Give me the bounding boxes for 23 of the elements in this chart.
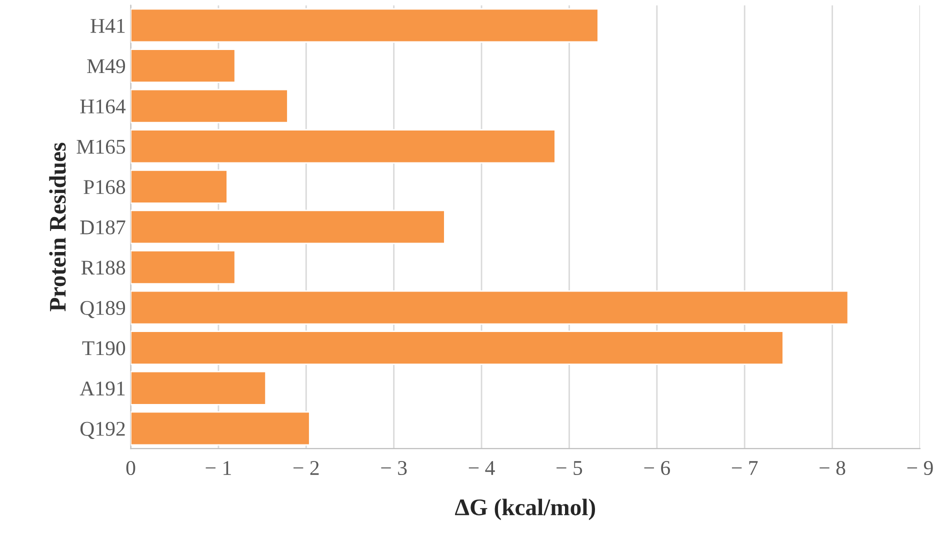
x-tick-label: − 8 (820, 460, 846, 476)
x-tick-label: − 9 (907, 461, 933, 476)
y-tick-label: M49 (87, 59, 126, 74)
x-tick-label: − 6 (644, 461, 670, 476)
y-tick-label: D187 (80, 220, 126, 234)
x-tick-label: − 1 (206, 461, 231, 475)
y-tick-label: Q192 (80, 422, 125, 440)
y-tick-label: M165 (76, 140, 126, 154)
x-tick-label: − 4 (468, 461, 495, 475)
x-tick-label: − 2 (293, 461, 319, 475)
y-tick-label: Q189 (80, 300, 126, 318)
y-tick-label: H164 (80, 100, 126, 114)
x-tick-label: − 5 (556, 461, 582, 476)
x-tick-label: − 3 (381, 461, 407, 476)
x-tick-label: 0 (126, 460, 136, 476)
y-tick-label: T190 (82, 341, 126, 356)
x-axis-title: ΔG (kcal/mol) (455, 498, 596, 520)
y-tick-label: P168 (84, 180, 126, 194)
y-tick-label: H41 (90, 18, 125, 33)
y-tick-label: R188 (81, 260, 126, 275)
x-tick-label: − 7 (732, 461, 758, 475)
y-axis-title: Protein Residues (49, 142, 66, 312)
y-tick-label: A191 (80, 382, 125, 396)
